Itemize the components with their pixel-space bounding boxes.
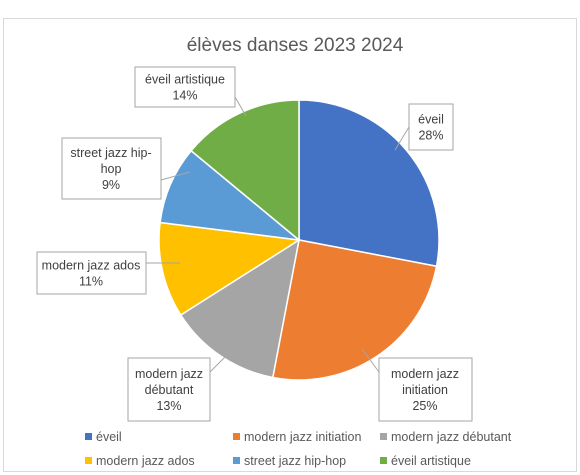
legend-swatch-street-jazz-hip-hop (233, 457, 240, 464)
chart-title: élèves danses 2023 2024 (187, 35, 404, 56)
data-label-box-street-jazz-hip-hop (61, 137, 162, 200)
data-label-box-eveil (408, 103, 454, 151)
data-label-box-modern-jazz-debutant (127, 357, 211, 422)
pie-slice-eveil (298, 99, 440, 268)
pie-slice-modern-jazz-initiation (271, 239, 438, 381)
data-label-modern-jazz-ados: 11% (79, 275, 103, 289)
data-label-box-modern-jazz-ados (36, 251, 147, 295)
data-label-street-jazz-hip-hop: hop (101, 162, 122, 176)
legend-item-modern-jazz-ados: modern jazz ados (96, 454, 195, 468)
data-label-modern-jazz-initiation: initiation (402, 383, 448, 397)
legend-item-modern-jazz-initiation: modern jazz initiation (244, 430, 361, 444)
data-label-eveil-artistique: 14% (172, 89, 197, 103)
data-label-modern-jazz-debutant: débutant (145, 383, 194, 397)
legend-item-street-jazz-hip-hop: street jazz hip-hop (244, 454, 346, 468)
data-label-modern-jazz-ados: modern jazz ados (42, 259, 141, 273)
pie-slice-modern-jazz-debutant (179, 238, 301, 379)
data-label-eveil: éveil (418, 113, 444, 127)
legend-swatch-modern-jazz-debutant (380, 433, 387, 440)
data-label-modern-jazz-initiation: 25% (412, 399, 437, 413)
legend-item-eveil-artistique: éveil artistique (391, 454, 471, 468)
data-label-leader-eveil-artistique (234, 96, 247, 117)
data-label-modern-jazz-initiation: modern jazz (391, 367, 459, 381)
chart-frame (3, 18, 577, 472)
data-label-modern-jazz-debutant: modern jazz (135, 367, 203, 381)
legend-swatch-modern-jazz-ados (85, 457, 92, 464)
pie-slice-eveil-artistique (190, 99, 300, 242)
data-label-eveil: 28% (418, 129, 443, 143)
legend-item-modern-jazz-debutant: modern jazz débutant (391, 430, 512, 444)
legend-swatch-modern-jazz-initiation (233, 433, 240, 440)
data-label-street-jazz-hip-hop: 9% (102, 178, 120, 192)
data-label-box-eveil-artistique (134, 66, 236, 108)
data-label-leader-modern-jazz-initiation (361, 348, 380, 373)
data-label-modern-jazz-debutant: 13% (156, 399, 181, 413)
pie-slice-street-jazz-hip-hop (159, 149, 302, 242)
pie-slice-modern-jazz-ados (158, 221, 302, 317)
legend-swatch-eveil-artistique (380, 457, 387, 464)
legend-item-eveil: éveil (96, 430, 122, 444)
data-label-leader-street-jazz-hip-hop (160, 171, 191, 181)
data-label-box-modern-jazz-initiation (378, 357, 473, 422)
data-label-street-jazz-hip-hop: street jazz hip- (70, 146, 151, 160)
data-label-leader-modern-jazz-debutant (209, 349, 233, 373)
legend-swatch-eveil (85, 433, 92, 440)
data-label-eveil-artistique: éveil artistique (145, 73, 225, 87)
data-label-leader-eveil (394, 126, 410, 151)
